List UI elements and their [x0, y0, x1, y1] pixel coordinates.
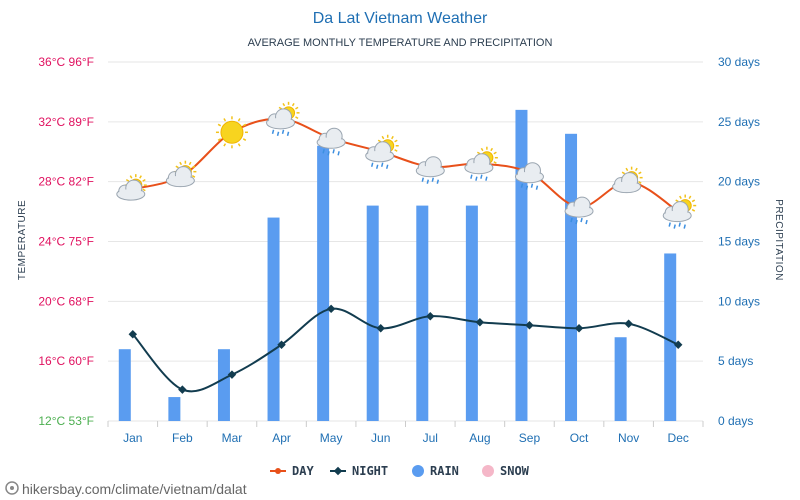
night-line: [132, 307, 679, 393]
legend-label: RAIN: [430, 464, 459, 478]
legend-item-day: DAY: [270, 464, 314, 478]
rain-bar: [515, 109, 528, 421]
partly-sunny-icon: [165, 160, 197, 188]
month-axis-ticks: Jan Feb Mar Apr May Jun Jul Aug Sep Oct Nov Dec: [123, 431, 689, 445]
temperature-tick-label: 20°C 68°F: [38, 294, 94, 308]
legend-item-snow: SNOW: [482, 464, 530, 478]
night-point: [326, 304, 336, 314]
cloud-rain-sun-icon: [662, 194, 697, 229]
rain-bar: [614, 337, 627, 421]
source-credit[interactable]: hikersbay.com/climate/vietnam/dalat: [5, 481, 247, 497]
month-tick-label: Feb: [172, 431, 193, 445]
night-point: [227, 370, 237, 379]
rain-bar: [565, 133, 578, 422]
temperature-tick-label: 36°C 96°F: [38, 55, 94, 69]
month-tick-label: Nov: [618, 431, 639, 445]
rain-bar: [317, 145, 330, 421]
month-tick-label: Jun: [371, 431, 390, 445]
rain-bar: [465, 205, 478, 421]
rain-bar: [416, 205, 429, 421]
source-link[interactable]: hikersbay.com/climate/vietnam/dalat: [22, 481, 247, 497]
month-tick-label: Apr: [272, 431, 291, 445]
temperature-axis-ticks: 36°C 96°F 32°C 89°F 28°C 82°F 24°C 75°F 20°C…: [38, 55, 94, 428]
rain-bars: [118, 109, 677, 422]
chart-subtitle: AVERAGE MONTHLY TEMPERATURE AND PRECIPIT…: [248, 37, 553, 49]
temperature-tick-label: 16°C 60°F: [38, 354, 94, 368]
night-point: [475, 318, 485, 327]
night-point: [426, 312, 435, 321]
rain-bar: [366, 205, 379, 421]
rain-bar: [168, 397, 181, 421]
rain-bar: [217, 349, 230, 421]
month-tick-label: Aug: [469, 431, 490, 445]
precipitation-tick-label: 25 days: [718, 115, 760, 129]
precipitation-axis-ticks: 30 days 25 days 20 days 15 days 10 days 5 day…: [718, 55, 760, 428]
cloud-rain-sun-icon: [266, 101, 300, 137]
gridlines: [107, 61, 704, 427]
legend-label: NIGHT: [352, 464, 388, 478]
precipitation-tick-label: 20 days: [718, 175, 760, 189]
month-tick-label: Sep: [519, 431, 541, 445]
legend-label: SNOW: [500, 464, 530, 478]
temperature-tick-label: 32°C 89°F: [38, 115, 94, 129]
temperature-axis-title: TEMPERATURE: [17, 200, 28, 280]
night-point: [574, 324, 584, 333]
cloud-rain-sun-icon: [365, 134, 399, 169]
partly-sunny-icon: [116, 174, 147, 201]
chart-title: Da Lat Vietnam Weather: [313, 10, 488, 27]
day-line: [132, 117, 679, 213]
precipitation-tick-label: 5 days: [718, 354, 753, 368]
night-point: [376, 324, 385, 333]
precipitation-axis-title: PRECIPITATION: [773, 199, 784, 281]
cloud-rain-icon: [415, 156, 445, 184]
night-point: [624, 319, 633, 329]
month-tick-label: Jan: [123, 431, 142, 445]
month-tick-label: Dec: [668, 431, 689, 445]
month-tick-label: Jul: [423, 431, 438, 445]
night-series: [128, 304, 683, 394]
temperature-tick-label: 24°C 75°F: [38, 235, 94, 249]
location-pin-icon: [5, 481, 19, 495]
sun-icon: [215, 116, 248, 149]
cloud-rain-icon: [514, 162, 544, 190]
precipitation-tick-label: 0 days: [718, 414, 753, 428]
precipitation-tick-label: 10 days: [718, 294, 760, 308]
partly-sunny-icon: [612, 166, 643, 194]
rain-bar: [118, 349, 131, 421]
precipitation-tick-label: 30 days: [718, 55, 760, 69]
month-tick-label: May: [320, 431, 343, 445]
rain-bar: [664, 253, 677, 421]
night-point: [525, 321, 534, 330]
precipitation-tick-label: 15 days: [718, 235, 760, 249]
night-point: [178, 385, 187, 394]
legend-label: DAY: [292, 464, 314, 478]
night-point: [128, 329, 138, 339]
legend: DAY NIGHT RAIN SNOW: [270, 464, 530, 478]
cloud-rain-icon: [316, 127, 346, 156]
day-series: [129, 115, 682, 215]
rain-bar: [267, 217, 280, 421]
cloud-rain-sun-icon: [464, 146, 498, 181]
temperature-tick-label: 28°C 82°F: [38, 175, 94, 189]
temperature-tick-label: 12°C 53°F: [38, 414, 94, 428]
month-tick-label: Mar: [222, 431, 243, 445]
weather-icons: [116, 101, 697, 229]
legend-item-rain: RAIN: [412, 464, 459, 478]
month-tick-label: Oct: [570, 431, 589, 445]
cloud-rain-icon: [564, 196, 594, 225]
night-point: [277, 340, 286, 349]
night-point: [673, 340, 683, 349]
legend-item-night: NIGHT: [330, 464, 388, 478]
